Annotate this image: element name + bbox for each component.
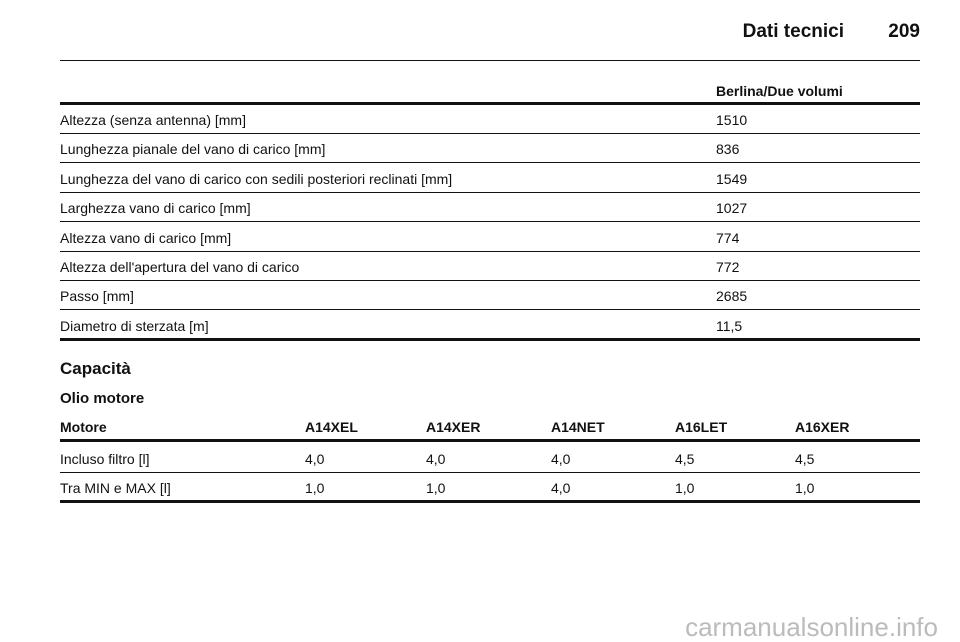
cell: 4,5 (795, 451, 815, 467)
rule (60, 337, 920, 341)
column-header: A14NET (551, 419, 605, 435)
row-label: Larghezza vano di carico [mm] (60, 200, 251, 217)
row-rule (60, 133, 920, 134)
row-label: Altezza dell'apertura del vano di carico (60, 259, 300, 275)
cell: 4,0 (551, 451, 571, 467)
row-rule (60, 250, 920, 252)
page-number: 209 (888, 21, 920, 42)
cell: 4,0 (426, 451, 446, 467)
row-value: 1549 (716, 170, 748, 187)
header-title: Dati tecnici (742, 21, 844, 42)
row-label: Altezza (senza antenna) [mm] (60, 112, 246, 128)
row-label: Lunghezza del vano di carico con sedili … (60, 170, 453, 187)
row-value: 1510 (716, 112, 748, 128)
cell: 1,0 (795, 480, 815, 496)
cell: Incluso filtro [l] (60, 451, 150, 467)
row-rule (60, 191, 920, 193)
column-header: A14XER (426, 419, 481, 435)
column-header: A14XEL (305, 419, 358, 435)
rule (60, 500, 920, 503)
column-header: Berlina/Due volumi (716, 83, 843, 99)
row-value: 1027 (716, 200, 748, 217)
section-title: Capacità (60, 359, 131, 378)
column-header: A16LET (675, 419, 728, 435)
column-header: A16XER (795, 419, 850, 435)
header-rule (60, 60, 920, 61)
row-value: 774 (716, 229, 740, 246)
rule (60, 439, 920, 442)
cell: Tra MIN e MAX [l] (60, 480, 171, 496)
cell: 4,0 (551, 480, 571, 496)
section-subtitle: Olio motore (60, 390, 145, 407)
row-label: Diametro di sterzata [m] (60, 317, 209, 334)
row-value: 11,5 (716, 317, 743, 334)
row-rule (60, 221, 920, 223)
cell: 1,0 (426, 480, 446, 496)
row-rule (60, 280, 920, 281)
cell: 4,0 (305, 451, 325, 467)
cell: 1,0 (305, 480, 325, 496)
rule (60, 102, 920, 105)
cell: 4,5 (675, 451, 695, 467)
row-label: Lunghezza pianale del vano di carico [mm… (60, 141, 326, 158)
cell: 1,0 (675, 480, 695, 496)
row-rule (60, 162, 920, 164)
row-label: Passo [mm] (60, 288, 134, 305)
row-rule (60, 309, 920, 311)
column-header: Motore (60, 419, 107, 435)
row-value: 772 (716, 259, 740, 275)
row-rule (60, 472, 920, 473)
watermark: carmanualsonline.info (685, 612, 938, 642)
row-value: 2685 (716, 288, 748, 305)
row-label: Altezza vano di carico [mm] (60, 229, 232, 246)
row-value: 836 (716, 141, 740, 158)
